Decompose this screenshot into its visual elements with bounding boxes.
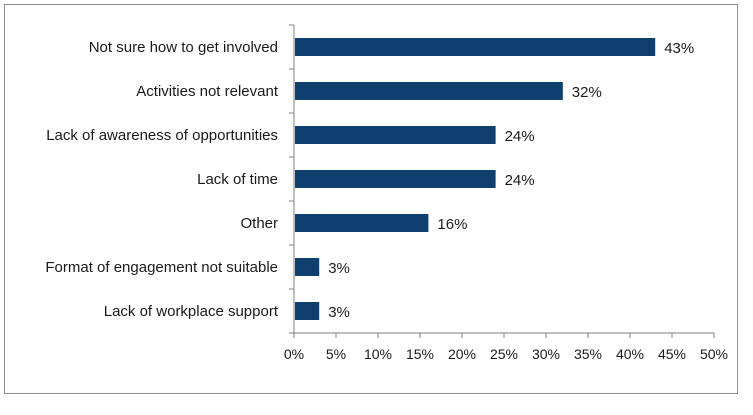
data-label: 3%: [328, 304, 350, 321]
x-tick-label: 35%: [574, 346, 602, 362]
x-tick-label: 15%: [406, 346, 434, 362]
bar: [295, 82, 563, 100]
x-tick-label: 50%: [700, 346, 728, 362]
data-label: 32%: [572, 84, 602, 101]
bar: [295, 126, 496, 144]
x-tick-label: 45%: [658, 346, 686, 362]
x-tick-label: 25%: [490, 346, 518, 362]
x-tick-label: 30%: [532, 346, 560, 362]
category-label: Activities not relevant: [136, 83, 279, 100]
x-tick-label: 20%: [448, 346, 476, 362]
bar: [295, 214, 429, 232]
data-label: 24%: [505, 172, 535, 189]
data-label: 16%: [437, 216, 467, 233]
bar: [295, 302, 320, 320]
bar: [295, 38, 656, 56]
x-tick-label: 0%: [284, 346, 304, 362]
data-label: 3%: [328, 260, 350, 277]
category-label: Other: [240, 215, 278, 232]
x-tick-label: 40%: [616, 346, 644, 362]
category-label: Lack of awareness of opportunities: [46, 127, 278, 144]
bar: [295, 258, 320, 276]
chart-frame: [4, 4, 738, 394]
bar: [295, 170, 496, 188]
category-label: Lack of workplace support: [104, 303, 279, 320]
x-tick-label: 5%: [326, 346, 346, 362]
data-label: 24%: [505, 128, 535, 145]
data-label: 43%: [664, 40, 694, 57]
category-label: Lack of time: [197, 171, 278, 188]
x-tick-label: 10%: [364, 346, 392, 362]
category-label: Format of engagement not suitable: [45, 259, 278, 276]
category-label: Not sure how to get involved: [89, 39, 278, 56]
